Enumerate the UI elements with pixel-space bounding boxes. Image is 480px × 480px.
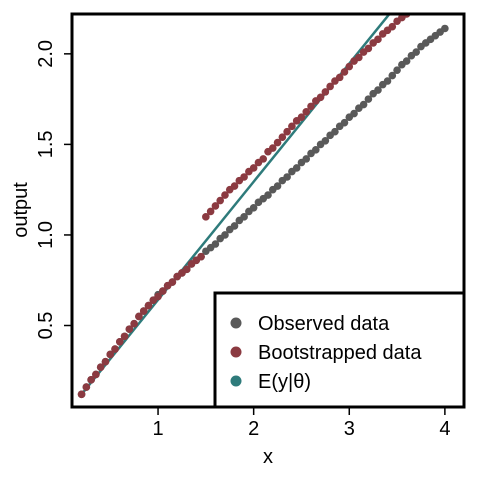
observed-data-point (292, 164, 301, 172)
bootstrapped-data-point (106, 350, 115, 359)
observed-data-point (441, 24, 449, 33)
x-tick-label: 4 (439, 418, 450, 440)
bootstrapped-data-point (249, 164, 258, 172)
bootstrapped-data-point (316, 93, 325, 102)
observed-data-point (283, 173, 291, 181)
bootstrapped-data-point (182, 265, 191, 274)
observed-data-point (230, 222, 239, 230)
bootstrapped-data-point (374, 35, 382, 44)
bootstrapped-data-point (130, 319, 138, 328)
legend-key-expected-value (230, 375, 242, 387)
bootstrapped-data-point (206, 207, 215, 216)
bootstrapped-data-point (364, 44, 373, 53)
bootstrapped-data-point (216, 196, 224, 205)
bootstrapped-data-point (278, 133, 287, 141)
x-tick-label: 3 (344, 418, 355, 440)
bootstrapped-data-point (96, 363, 105, 371)
observed-data-point (388, 71, 397, 80)
observed-data-point (312, 146, 320, 154)
bootstrapped-data-point (259, 155, 268, 163)
bootstrapped-data-point (335, 73, 344, 82)
y-tick-label: 1.0 (35, 221, 57, 249)
y-axis-label: output (10, 182, 32, 238)
observed-data-point (340, 118, 349, 127)
bootstrapped-data-point (302, 107, 311, 116)
bootstrapped-data-point (230, 182, 239, 190)
legend-key-observed (230, 317, 242, 329)
legend-label-bootstrapped: Bootstrapped data (258, 342, 422, 364)
bootstrapped-data-point (240, 173, 248, 181)
legend-box (213, 291, 466, 409)
bootstrapped-data-point (268, 144, 277, 152)
observed-data-point (350, 109, 358, 118)
y-axis: 0.5 1.0 1.5 2.0 (35, 40, 72, 339)
observed-data-point (393, 66, 401, 74)
bootstrapped-data-point (197, 252, 205, 261)
bootstrapped-data-point (221, 191, 229, 199)
observed-data-point (374, 86, 382, 94)
x-tick-label: 2 (248, 418, 259, 440)
bootstrapped-data-point (340, 68, 349, 76)
observed-data-point (249, 203, 258, 212)
observed-data-point (359, 100, 368, 109)
bootstrapped-data-point (202, 213, 210, 221)
x-axis: 1 2 3 4 (152, 407, 450, 440)
bootstrapped-data-point (101, 357, 110, 366)
y-tick-label: 2.0 (35, 40, 57, 68)
observed-data-point (383, 77, 392, 85)
observed-data-point (221, 231, 229, 239)
bootstrapped-data-point (92, 370, 100, 379)
bootstrapped-data-point (288, 122, 296, 131)
bootstrapped-data-point (345, 62, 354, 71)
bootstrapped-data-point (159, 287, 167, 295)
bootstrapped-data-point (211, 202, 220, 210)
observed-data-point (364, 95, 373, 103)
observed-data-point (402, 57, 411, 65)
bootstrapped-data-point (116, 338, 124, 346)
bootstrapped-data-point (168, 278, 177, 286)
x-tick-label: 1 (152, 418, 163, 440)
bootstrapped-data-point (82, 383, 91, 391)
bootstrapped-data-point (388, 22, 397, 31)
observed-data-point (211, 240, 220, 248)
observed-data-point (264, 191, 272, 199)
observed-data-point (321, 136, 330, 145)
y-tick-label: 0.5 (35, 312, 57, 340)
bootstrapped-data-point (273, 138, 282, 147)
bootstrapped-data-point (77, 390, 86, 399)
bootstrapped-data-point (355, 53, 363, 62)
bootstrapped-data-point (321, 88, 330, 96)
legend-key-bootstrapped (230, 346, 242, 358)
series-layer (77, 14, 449, 399)
bootstrapped-data-point (297, 113, 306, 122)
bootstrapped-data-point (307, 102, 315, 111)
bootstrapped-data-point (139, 307, 148, 315)
bootstrapped-data-point (154, 292, 162, 301)
observed-data-point (273, 182, 282, 190)
bootstrapped-data-point (283, 127, 291, 136)
bootstrapped-data-point (326, 82, 334, 91)
legend-label-observed: Observed data (258, 313, 390, 335)
legend: Observed data Bootstrapped data E(y|θ) (213, 291, 466, 409)
observed-data-point (240, 213, 248, 221)
bootstrapped-data-point (111, 345, 119, 353)
bootstrapped-data-point (125, 325, 134, 333)
bootstrapped-data-point (144, 301, 153, 310)
bootstrapped-data-point (120, 332, 129, 341)
observed-data-point (302, 155, 311, 163)
observed-data-point (412, 48, 420, 56)
x-axis-label: x (263, 446, 273, 468)
bootstrapped-data-point (135, 312, 143, 321)
legend-label-expected-value: E(y|θ) (258, 371, 311, 393)
bootstrapped-data-point (87, 376, 95, 384)
observed-data-point (331, 127, 339, 136)
y-tick-label: 1.5 (35, 130, 57, 158)
